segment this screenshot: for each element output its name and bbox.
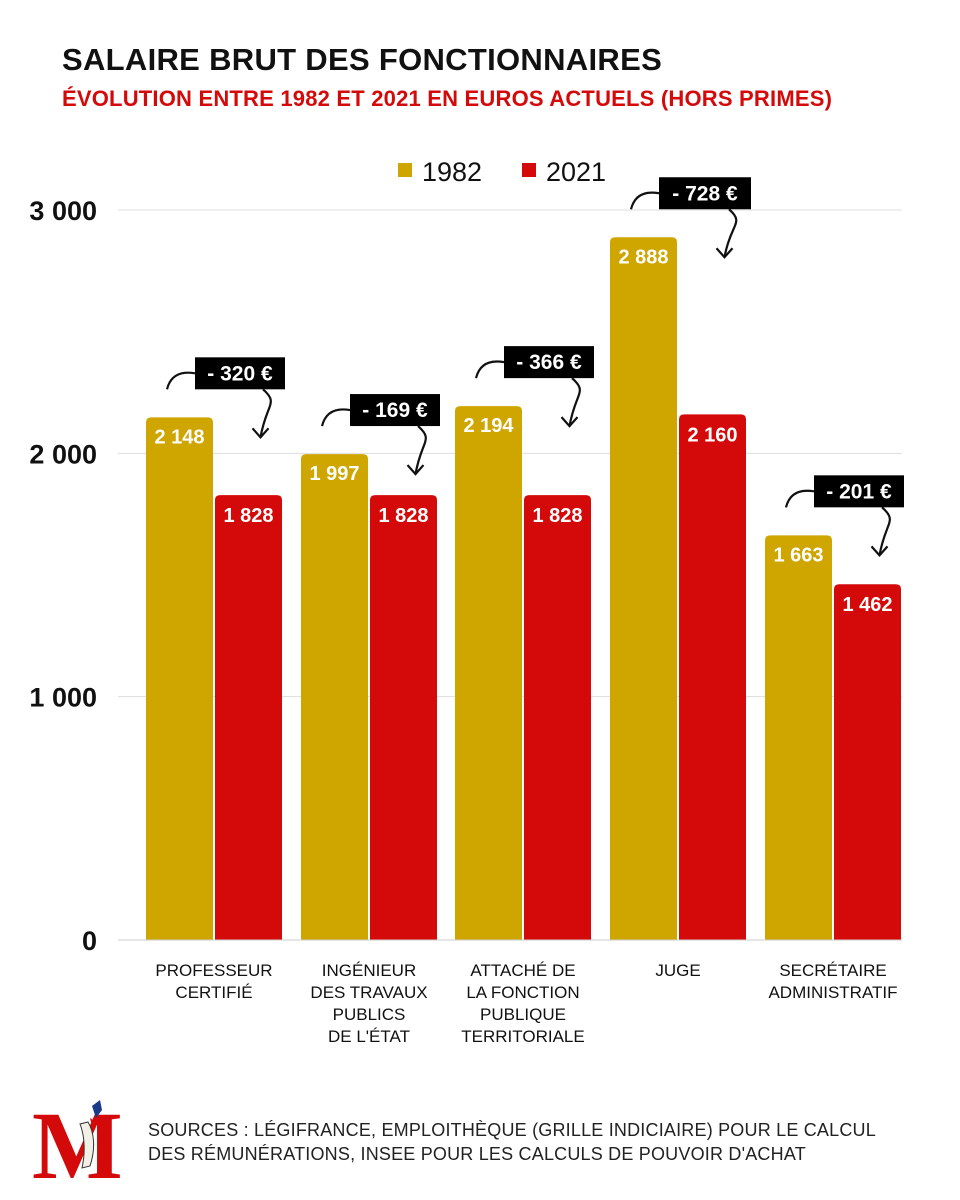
callout-arrow-tail <box>784 489 815 508</box>
category-label: ATTACHÉ DE <box>470 961 575 980</box>
data-label-2021: 1 828 <box>378 505 428 527</box>
difference-label: - 728 € <box>672 182 738 205</box>
media-logo: M <box>32 1092 123 1188</box>
y-tick-label: 0 <box>82 926 97 956</box>
callout-arrow <box>414 425 427 475</box>
y-tick-label: 1 000 <box>29 683 97 713</box>
category-label: CERTIFIÉ <box>175 983 252 1002</box>
difference-callout <box>350 394 440 427</box>
difference-label: - 169 € <box>362 399 428 422</box>
bar-1982 <box>301 454 368 940</box>
category-label: ADMINISTRATIF <box>768 983 897 1002</box>
category-label: PROFESSEUR <box>155 961 272 980</box>
data-label-2021: 1 828 <box>223 505 273 527</box>
data-label-1982: 2 148 <box>154 426 204 448</box>
logo-figure <box>79 1121 95 1169</box>
sources-note: SOURCES : LÉGIFRANCE, EMPLOITHÈQUE (GRIL… <box>148 1118 876 1166</box>
difference-callout <box>195 357 285 390</box>
bar-2021 <box>524 495 591 940</box>
difference-callout <box>659 177 751 210</box>
category-label: PUBLICS <box>333 1005 406 1024</box>
data-label-1982: 1 663 <box>773 544 823 566</box>
arrowhead <box>251 427 270 439</box>
bar-2021 <box>834 584 901 940</box>
logo-letter: M <box>32 1092 123 1188</box>
callout-arrow <box>723 208 738 258</box>
category-label: SECRÉTAIRE <box>779 961 886 980</box>
category-label: PUBLIQUE <box>480 1005 566 1024</box>
bar-chart: 0 1 000 2 000 3 000 1982 2021 2 148 1 828 PROFES… <box>29 157 904 1046</box>
callout-arrow <box>568 377 581 427</box>
chart-subtitle: ÉVOLUTION ENTRE 1982 ET 2021 EN EUROS AC… <box>62 86 833 111</box>
arrowhead <box>870 545 889 557</box>
logo-flag-red <box>90 1118 96 1126</box>
arrowhead <box>406 464 425 476</box>
chart-title: SALAIRE BRUT DES FONCTIONNAIRES <box>62 42 663 77</box>
sources-line-1: SOURCES : LÉGIFRANCE, EMPLOITHÈQUE (GRIL… <box>148 1120 876 1140</box>
data-label-2021: 1 828 <box>532 505 582 527</box>
y-tick-label: 3 000 <box>29 196 97 226</box>
data-label-2021: 2 160 <box>687 424 737 446</box>
data-label-1982: 2 888 <box>618 246 668 268</box>
difference-label: - 366 € <box>516 351 582 374</box>
bar-1982 <box>455 406 522 940</box>
legend-swatch <box>522 163 536 177</box>
category-label: JUGE <box>655 961 700 980</box>
callout-arrow <box>259 388 272 438</box>
callout-arrow <box>878 506 891 556</box>
category-label: DES TRAVAUX <box>310 983 427 1002</box>
legend-swatch <box>398 163 412 177</box>
category-label: TERRITORIALE <box>461 1027 584 1046</box>
callout-arrow-tail <box>165 371 196 390</box>
arrowhead <box>715 247 734 259</box>
arrowhead <box>560 416 579 428</box>
y-tick-label: 2 000 <box>29 439 97 469</box>
difference-label: - 320 € <box>207 362 273 385</box>
bar-2021 <box>679 414 746 940</box>
category-label: LA FONCTION <box>466 983 579 1002</box>
legend-label: 2021 <box>546 157 606 187</box>
bar-2021 <box>215 495 282 940</box>
legend-label: 1982 <box>422 157 482 187</box>
bar-1982 <box>146 417 213 940</box>
sources-line-2: DES RÉMUNÉRATIONS, INSEE POUR LES CALCUL… <box>148 1144 806 1164</box>
callout-arrow-tail <box>629 191 660 210</box>
callout-arrow-tail <box>474 360 505 379</box>
bar-2021 <box>370 495 437 940</box>
difference-label: - 201 € <box>826 480 892 503</box>
difference-callout <box>814 475 904 508</box>
data-label-1982: 2 194 <box>463 415 514 437</box>
callout-arrow-tail <box>320 408 351 427</box>
difference-callout <box>504 346 594 379</box>
category-label: INGÉNIEUR <box>322 961 416 980</box>
bar-1982 <box>610 237 677 941</box>
bar-1982 <box>765 535 832 940</box>
logo-flag-blue <box>92 1100 102 1118</box>
data-label-1982: 1 997 <box>309 463 359 485</box>
category-label: DE L'ÉTAT <box>328 1027 410 1046</box>
data-label-2021: 1 462 <box>842 594 892 616</box>
